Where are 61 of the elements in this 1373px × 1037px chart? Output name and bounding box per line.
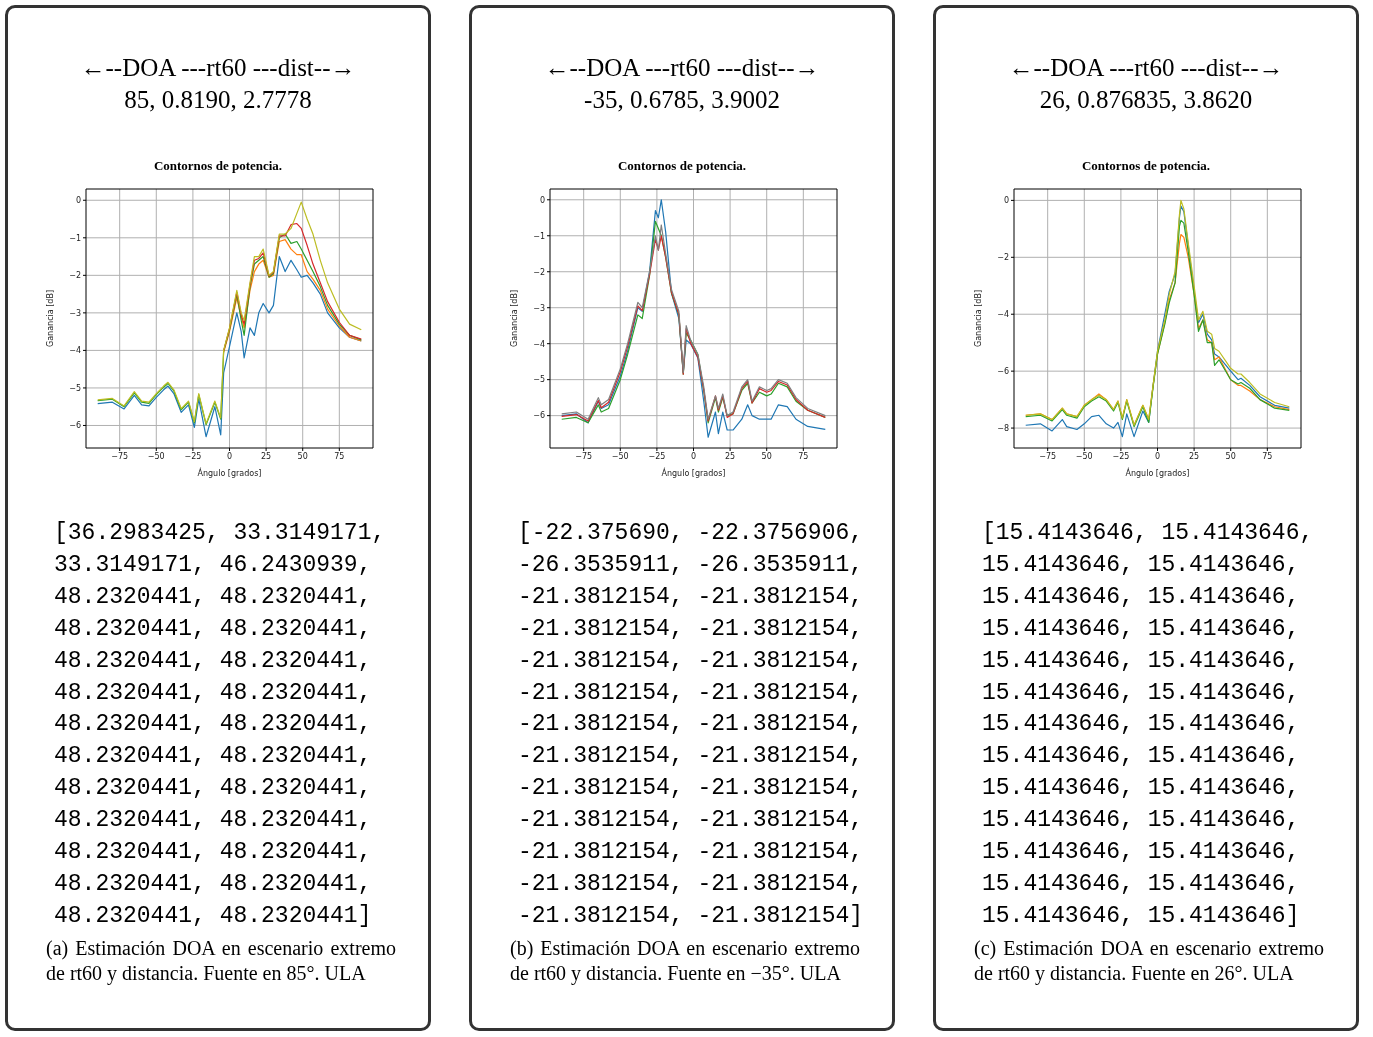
y-tick-label: −2: [533, 267, 545, 277]
text: ←--DOA ---rt60 ---dist--→: [79, 53, 357, 83]
y-tick-label: −4: [533, 339, 545, 349]
text: [15.4143646, 15.4143646, 15.4143646, 15.4143646, 15.4143646, 15.4143646, 15.4143646, 15.4143646, 15.4143646, 15.4143646, 15.4143646, 15.4143646, 15.4143646, 15.4143646, 15.4143646, 15.4143646, 15.4143646, 15.4143646, 15.4143646, 15.4143646, 15.4143646, 15.4143646, 15.4143646, 15.4143646, 15.4143646, 15.4143646]: [982, 520, 1314, 929]
x-tick-label: −75: [1039, 451, 1057, 461]
x-tick-label: −50: [147, 451, 165, 461]
x-axis-title: Ángulo [grados]: [197, 467, 262, 478]
y-tick-label: −5: [533, 375, 545, 385]
y-tick-label: −6: [533, 411, 545, 421]
x-tick-label: 0: [690, 451, 697, 461]
text: [-22.375690, -22.3756906, -26.3535911, -26.3535911, -21.3812154, -21.3812154, -21.3812154, -21.3812154, -21.3812154, -21.3812154, -21.3812154, -21.3812154, -21.3812154, -21.3812154, -21.3812154, -21.3812154, -21.3812154, -21.3812154, -21.3812154, -21.3812154, -21.3812154, -21.3812154, -21.3812154, -21.3812154, -21.3812154, -21.3812154]: [518, 520, 864, 929]
x-tick-label: 50: [761, 451, 772, 461]
text: 85, 0.8190, 2.7778: [123, 85, 313, 115]
x-tick-label: 0: [226, 451, 233, 461]
text: ←--DOA ---rt60 ---dist--→: [1007, 53, 1285, 83]
y-tick-label: −3: [69, 308, 81, 318]
chart-title: Contornos de potencia.: [616, 158, 748, 174]
text: (c) Estimación DOA en escenario extremo de rt60 y distancia. Fuente en 26°. ULA: [974, 936, 1324, 986]
y-tick-label: −6: [69, 421, 81, 431]
text: [36.2983425, 33.3149171, 33.3149171, 46.2430939, 48.2320441, 48.2320441, 48.2320441, 48.2320441, 48.2320441, 48.2320441, 48.2320441, 48.2320441, 48.2320441, 48.2320441, 48.2320441, 48.2320441, 48.2320441, 48.2320441, 48.2320441, 48.2320441, 48.2320441, 48.2320441, 48.2320441, 48.2320441, 48.2320441, 48.2320441]: [54, 520, 386, 929]
y-tick-label: −3: [533, 303, 545, 313]
x-tick-label: −75: [111, 451, 129, 461]
x-tick-label: −50: [1075, 451, 1093, 461]
text: (b) Estimación DOA en escenario extremo de rt60 y distancia. Fuente en −35°. ULA: [510, 936, 860, 986]
chart-title: Contornos de potencia.: [1080, 158, 1212, 174]
y-tick-label: −4: [69, 346, 81, 356]
x-tick-label: −75: [575, 451, 593, 461]
y-axis-title: Ganancia [dB]: [509, 289, 519, 348]
y-tick-label: −1: [69, 233, 81, 243]
x-axis-title: Ángulo [grados]: [661, 467, 726, 478]
text: (a) Estimación DOA en escenario extremo de rt60 y distancia. Fuente en 85°. ULA: [46, 936, 396, 986]
text: ←--DOA ---rt60 ---dist--→: [543, 53, 821, 83]
x-tick-label: −25: [1112, 451, 1130, 461]
y-tick-label: 0: [75, 196, 81, 206]
x-tick-label: −50: [611, 451, 629, 461]
x-tick-label: 25: [725, 451, 736, 461]
x-tick-label: −25: [184, 451, 202, 461]
x-tick-label: 75: [334, 451, 345, 461]
y-axis-title: Ganancia [dB]: [45, 289, 55, 348]
text: -35, 0.6785, 3.9002: [583, 85, 781, 115]
y-tick-label: −2: [69, 271, 81, 281]
x-tick-label: 50: [297, 451, 308, 461]
y-tick-label: −4: [997, 310, 1009, 320]
text: 26, 0.876835, 3.8620: [1038, 85, 1254, 115]
y-tick-label: −8: [997, 423, 1009, 433]
y-tick-label: −5: [69, 383, 81, 393]
x-axis-title: Ángulo [grados]: [1125, 467, 1190, 478]
y-tick-label: 0: [539, 195, 545, 205]
y-tick-label: −2: [997, 253, 1009, 263]
x-tick-label: 50: [1225, 451, 1236, 461]
x-tick-label: 75: [798, 451, 809, 461]
y-tick-label: −6: [997, 366, 1009, 376]
chart-title: Contornos de potencia.: [152, 158, 284, 174]
x-tick-label: 75: [1262, 451, 1273, 461]
y-tick-label: 0: [1003, 196, 1009, 206]
y-tick-label: −1: [533, 231, 545, 241]
x-tick-label: 0: [1154, 451, 1161, 461]
y-axis-title: Ganancia [dB]: [973, 289, 983, 348]
x-tick-label: 25: [261, 451, 272, 461]
x-tick-label: 25: [1189, 451, 1200, 461]
x-tick-label: −25: [648, 451, 666, 461]
